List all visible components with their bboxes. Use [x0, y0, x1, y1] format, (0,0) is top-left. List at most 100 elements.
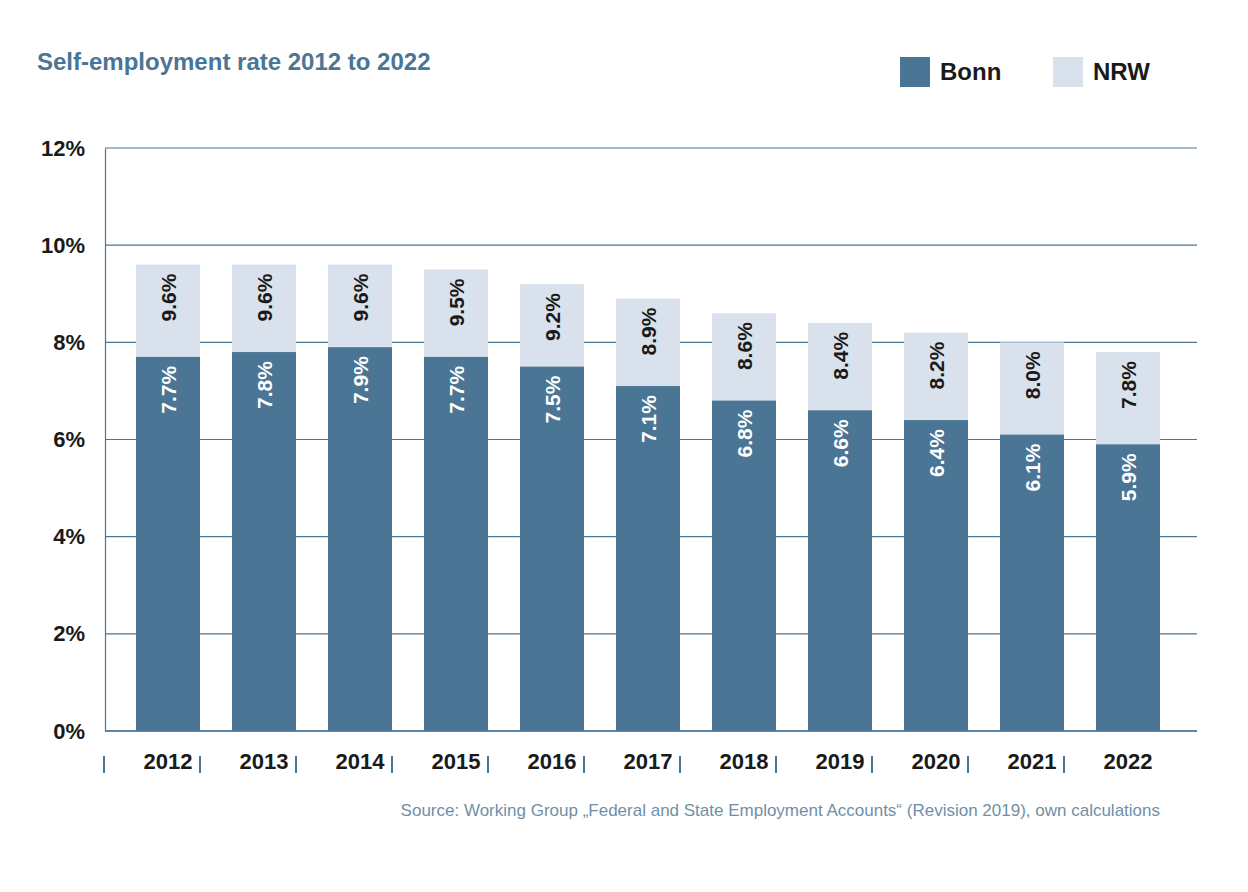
bar: [808, 323, 872, 731]
x-separator: [199, 756, 201, 773]
bar: [904, 333, 968, 731]
y-tick-label: 4%: [53, 524, 85, 549]
data-label: 8.0%: [1021, 351, 1044, 399]
x-tick: 2018: [720, 731, 769, 774]
bar: [232, 265, 296, 731]
bar: [808, 410, 872, 731]
chart: Self-employment rate 2012 to 20220%2%4%6…: [0, 0, 1248, 892]
bar: [328, 347, 392, 731]
grid-line: [105, 147, 1197, 148]
legend-label: Bonn: [940, 58, 1001, 85]
grid-line: [105, 730, 1197, 731]
data-labels: 7.7%7.8%7.9%7.7%7.5%7.1%6.8%6.6%6.4%6.1%…: [157, 273, 1140, 501]
data-label: 7.7%: [157, 366, 180, 414]
data-label: 7.8%: [253, 361, 276, 409]
bar: [1096, 444, 1160, 731]
data-label: 9.6%: [349, 273, 372, 321]
x-tick: 2016: [528, 731, 577, 774]
x-axis-line: [105, 730, 1197, 732]
bar: [1096, 352, 1160, 731]
data-label: 7.9%: [349, 356, 372, 404]
x-separator: [1063, 756, 1065, 773]
x-tick-label: 2012: [144, 749, 193, 774]
x-tick: 2020: [912, 731, 961, 774]
legend-swatch: [1053, 57, 1083, 87]
x-tick: 2017: [624, 731, 673, 774]
bar: [1000, 342, 1064, 731]
bars: [136, 265, 1160, 731]
x-tick: 2012: [144, 731, 193, 774]
x-tick-label: 2020: [912, 749, 961, 774]
y-tick-label: 12%: [41, 136, 85, 161]
data-label: 8.6%: [733, 322, 756, 370]
legend-label: NRW: [1093, 58, 1150, 85]
bar: [616, 299, 680, 731]
bar: [616, 386, 680, 731]
data-label: 6.4%: [925, 429, 948, 477]
x-separator: [679, 756, 681, 773]
data-label: 8.2%: [925, 341, 948, 389]
bar: [1000, 435, 1064, 731]
y-tick-label: 8%: [53, 330, 85, 355]
data-label: 8.9%: [637, 307, 660, 355]
source: Source: Working Group „Federal and State…: [401, 801, 1160, 820]
x-tick-label: 2022: [1104, 749, 1153, 774]
x-tick: 2021: [1008, 731, 1057, 774]
y-axis-line: [105, 149, 106, 732]
grid-line: [105, 245, 1197, 246]
x-tick-label: 2013: [240, 749, 289, 774]
x-tick-label: 2016: [528, 749, 577, 774]
data-label: 6.6%: [829, 419, 852, 467]
y-tick: 4%: [53, 524, 105, 549]
legend: Bonn NRW: [900, 57, 1150, 87]
x-tick: 2022: [1104, 731, 1153, 774]
data-label: 6.8%: [733, 409, 756, 457]
x-tick: 2014: [336, 731, 386, 774]
x-tick-label: 2019: [816, 749, 865, 774]
y-tick: 12%: [41, 136, 105, 161]
bar: [520, 367, 584, 731]
data-label: 9.5%: [445, 278, 468, 326]
x-tick-label: 2017: [624, 749, 673, 774]
data-label: 9.6%: [157, 273, 180, 321]
x-separator: [871, 756, 873, 773]
bar: [136, 357, 200, 731]
x-separator: [103, 756, 105, 773]
y-tick-label: 2%: [53, 621, 85, 646]
bar: [520, 284, 584, 731]
x-tick: 2019: [816, 731, 865, 774]
x-tick-label: 2014: [336, 749, 386, 774]
data-label: 7.7%: [445, 366, 468, 414]
y-tick: 10%: [41, 233, 105, 258]
bar: [424, 357, 488, 731]
x-tick: 2013: [240, 731, 289, 774]
bar: [712, 401, 776, 731]
x-separator: [775, 756, 777, 773]
x-tick-label: 2021: [1008, 749, 1057, 774]
x-separator: [295, 756, 297, 773]
x-separator: [583, 756, 585, 773]
x-axis: 2012 2013 2014 2015 2016 2017 2018 2019 2020 2021…: [144, 731, 1153, 774]
bar: [904, 420, 968, 731]
grid: [105, 148, 1197, 731]
bar: [328, 265, 392, 731]
y-axis: 0% 2% 4% 6% 8% 10% 12%: [41, 136, 106, 744]
y-tick-label: 0%: [53, 719, 85, 744]
legend-swatch: [900, 57, 930, 87]
data-label: 7.8%: [1117, 361, 1140, 409]
x-separator: [391, 756, 393, 773]
x-separator: [967, 756, 969, 773]
x-separator: [487, 756, 489, 773]
x-tick: 2015: [432, 731, 481, 774]
bar: [232, 352, 296, 731]
bar: [424, 269, 488, 731]
data-label: 5.9%: [1117, 453, 1140, 501]
bar: [712, 313, 776, 731]
y-tick: 2%: [53, 621, 105, 646]
y-tick: 6%: [53, 427, 105, 452]
x-tick-label: 2015: [432, 749, 481, 774]
y-tick-label: 10%: [41, 233, 85, 258]
y-tick: 8%: [53, 330, 105, 355]
data-label: 7.1%: [637, 395, 660, 443]
data-label: 9.2%: [541, 293, 564, 341]
